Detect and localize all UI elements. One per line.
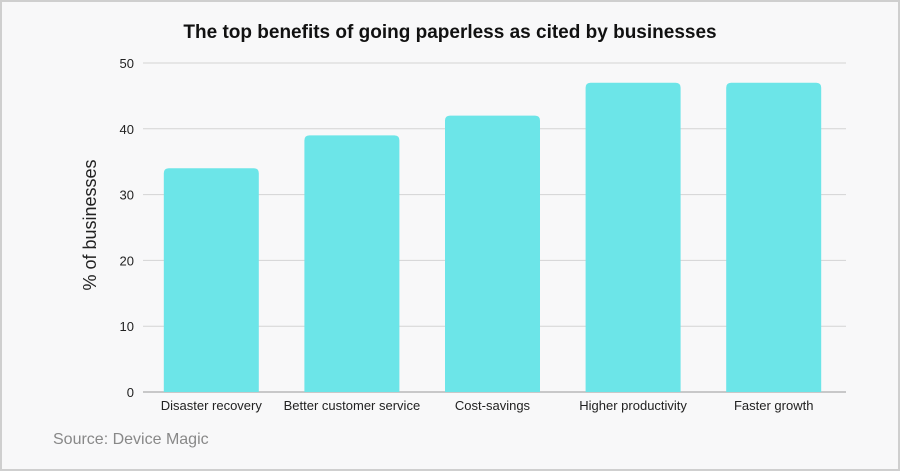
x-tick-label: Better customer service (284, 398, 421, 413)
chart-title: The top benefits of going paperless as c… (183, 22, 716, 43)
bar (726, 82, 822, 393)
y-tick-label: 20 (120, 253, 134, 268)
y-tick-label: 10 (120, 319, 134, 334)
y-tick-label: 50 (120, 56, 134, 71)
y-axis-label: % of businesses (80, 159, 100, 290)
x-tick-label: Disaster recovery (161, 398, 263, 413)
y-tick-label: 30 (120, 188, 134, 203)
source-note: Source: Device Magic (53, 431, 209, 448)
y-tick-label: 0 (127, 385, 134, 400)
x-tick-label: Higher productivity (579, 398, 687, 413)
bar (304, 135, 400, 392)
bar (445, 115, 540, 392)
y-tick-label: 40 (120, 122, 134, 137)
x-tick-label: Faster growth (734, 398, 813, 413)
bar (163, 168, 259, 392)
bar (585, 82, 681, 393)
x-tick-label: Cost-savings (455, 398, 531, 413)
